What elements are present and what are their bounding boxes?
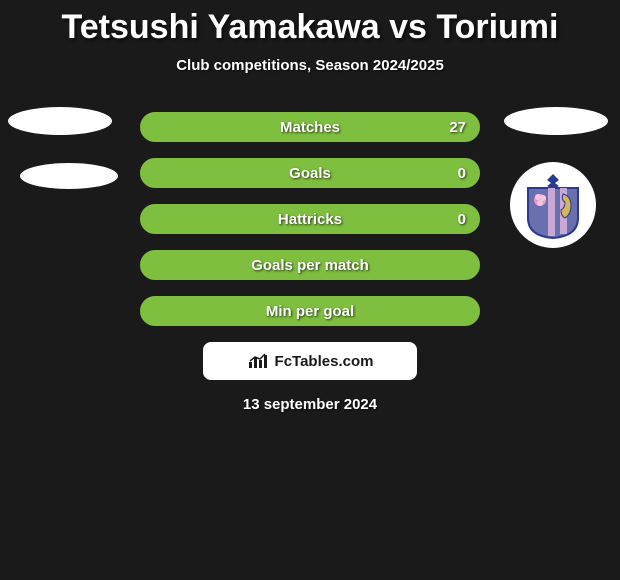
left-player-placeholder <box>8 107 118 217</box>
source-box: FcTables.com <box>203 342 417 380</box>
comparison-title: Tetsushi Yamakawa vs Toriumi <box>0 0 620 47</box>
stat-bar-label-wrap: Min per goal <box>142 298 478 324</box>
stat-bar-label-wrap: Matches <box>142 114 478 140</box>
stat-label: Min per goal <box>266 303 354 320</box>
stat-bar: Goals 0 <box>140 158 480 188</box>
right-player-placeholder <box>504 107 608 163</box>
stat-bars: Matches 27 Goals 0 Hattricks 0 Goals per match… <box>140 112 480 326</box>
club-crest-icon <box>518 170 588 240</box>
stat-bar: Matches 27 <box>140 112 480 142</box>
stat-bar: Min per goal <box>140 296 480 326</box>
stat-right-value: 0 <box>458 206 466 232</box>
snapshot-date: 13 september 2024 <box>0 396 620 413</box>
stat-bar: Goals per match <box>140 250 480 280</box>
club-badge-circle <box>510 162 596 248</box>
stat-right-value: 27 <box>449 114 466 140</box>
comparison-subtitle: Club competitions, Season 2024/2025 <box>0 57 620 74</box>
source-label: FcTables.com <box>275 353 374 370</box>
placeholder-ellipse <box>20 163 118 189</box>
stat-bar-label-wrap: Hattricks <box>142 206 478 232</box>
stat-label: Goals <box>289 165 331 182</box>
stat-bar-label-wrap: Goals <box>142 160 478 186</box>
placeholder-ellipse <box>504 107 608 135</box>
stat-bar: Hattricks 0 <box>140 204 480 234</box>
stat-label: Hattricks <box>278 211 342 228</box>
stat-label: Matches <box>280 119 340 136</box>
club-badge <box>510 162 610 242</box>
stat-label: Goals per match <box>251 257 369 274</box>
comparison-content: Matches 27 Goals 0 Hattricks 0 Goals per match… <box>0 112 620 413</box>
chart-icon <box>247 352 269 370</box>
stat-bar-label-wrap: Goals per match <box>142 252 478 278</box>
placeholder-ellipse <box>8 107 112 135</box>
stat-right-value: 0 <box>458 160 466 186</box>
